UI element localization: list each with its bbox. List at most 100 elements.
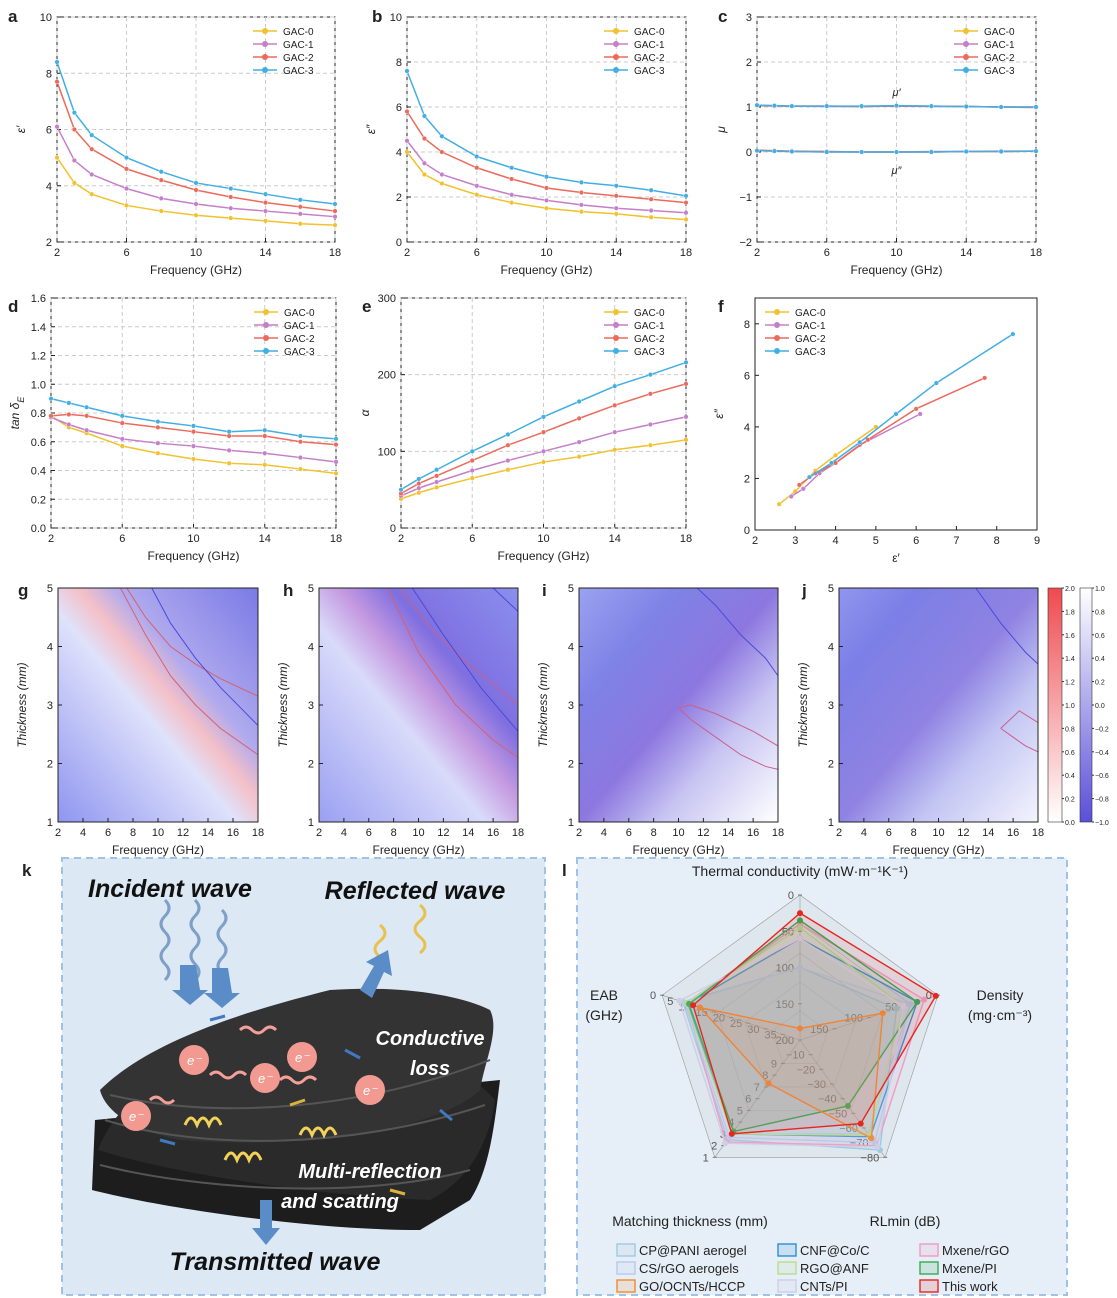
- conductive-label: loss: [410, 1058, 450, 1080]
- data-point: [576, 415, 582, 421]
- data-point: [119, 436, 125, 442]
- data-point: [1033, 148, 1039, 154]
- data-point: [505, 467, 511, 473]
- panel-label: j: [801, 581, 807, 600]
- data-point: [913, 406, 919, 412]
- data-point: [416, 476, 422, 482]
- y-tick-label: 300: [378, 293, 396, 305]
- data-point: [48, 413, 54, 419]
- y-tick-label: 2: [744, 473, 750, 485]
- series-line: [56, 81, 336, 212]
- legend-label: RGO@ANF: [800, 1261, 869, 1276]
- y-tick-label: 10: [390, 12, 402, 24]
- radar-axis-label: RLmin (dB): [870, 1213, 941, 1229]
- radar-tick-label: 2: [711, 1141, 717, 1153]
- x-tick-label: 5: [873, 535, 879, 547]
- electron-label: e⁻: [187, 1053, 202, 1068]
- data-point: [404, 108, 410, 114]
- colorbar-tick-label: 1.2: [1065, 680, 1075, 687]
- heatmap: [319, 588, 518, 822]
- colorbar-tick-label: 1.0: [1095, 586, 1105, 593]
- data-point: [509, 192, 515, 198]
- data-point: [544, 185, 550, 191]
- data-point: [829, 460, 835, 466]
- radar-point: [721, 1140, 728, 1147]
- x-tick-label: 4: [601, 827, 607, 839]
- x-tick-label: 18: [1030, 247, 1042, 259]
- data-point: [84, 404, 90, 410]
- series-line: [56, 61, 336, 205]
- x-tick-label: 12: [697, 827, 709, 839]
- data-point: [683, 414, 689, 420]
- radar-tick-label: 0: [926, 990, 932, 1002]
- data-point: [509, 176, 515, 182]
- radar-point: [690, 1002, 697, 1009]
- data-point: [404, 68, 410, 74]
- legend-swatch: [777, 1261, 797, 1275]
- electrons: e⁻ e⁻ e⁻ e⁻ e⁻: [121, 1042, 385, 1131]
- panel-label: d: [8, 297, 18, 316]
- contour: [120, 587, 259, 756]
- data-point: [263, 191, 269, 197]
- x-tick-label: 6: [886, 827, 892, 839]
- data-point: [469, 448, 475, 454]
- panel-label: b: [372, 7, 382, 26]
- data-point: [683, 216, 689, 222]
- contour: [151, 587, 259, 726]
- colorbar-tick-label: 0.4: [1065, 773, 1075, 780]
- y-tick-label: 5: [568, 583, 574, 595]
- y-tick-label: 4: [46, 181, 52, 193]
- y-axis-label: ε′: [14, 125, 28, 133]
- arrow: [360, 950, 392, 998]
- data-point: [613, 205, 619, 211]
- colorbar-tick-label: −0.6: [1095, 773, 1109, 780]
- x-tick-label: 8: [391, 827, 397, 839]
- data-point: [416, 490, 422, 496]
- data-point: [683, 210, 689, 216]
- radar-area: [685, 926, 905, 1137]
- arrow: [252, 1200, 280, 1245]
- data-point: [297, 221, 303, 227]
- heatmap: [579, 588, 778, 822]
- data-point: [578, 189, 584, 195]
- data-point: [155, 450, 161, 456]
- series-line: [56, 126, 336, 218]
- data-point: [71, 157, 77, 163]
- data-point: [416, 485, 422, 491]
- legend-marker: [263, 335, 269, 341]
- electron: [355, 1075, 385, 1105]
- data-point: [297, 439, 303, 445]
- x-tick-label: 10: [540, 247, 552, 259]
- data-point: [332, 222, 338, 228]
- radar-point: [921, 996, 928, 1003]
- data-point: [612, 402, 618, 408]
- heatmap: [58, 588, 258, 822]
- electron: [287, 1042, 317, 1072]
- radar-tick-label: 35: [765, 1029, 777, 1041]
- data-point: [469, 475, 475, 481]
- radar-tick-label: −30: [807, 1079, 826, 1091]
- incident-label: Incident wave: [88, 875, 252, 903]
- legend-label: GAC-3: [284, 347, 315, 358]
- data-point: [71, 126, 77, 132]
- x-tick-label: 16: [487, 827, 499, 839]
- x-tick-label: 10: [187, 533, 199, 545]
- electron-path: [238, 1025, 278, 1035]
- legend-label: GAC-1: [795, 321, 826, 332]
- x-tick-label: 10: [932, 827, 944, 839]
- data-point: [576, 399, 582, 405]
- x-tick-label: 8: [911, 827, 917, 839]
- data-point: [89, 146, 95, 152]
- data-point: [683, 359, 689, 365]
- y-axis-label: μ: [714, 126, 728, 134]
- y-tick-label: 0: [396, 237, 402, 249]
- data-point: [262, 450, 268, 456]
- x-tick-label: 18: [680, 247, 692, 259]
- y-axis-label: tan δE: [8, 396, 26, 430]
- y-tick-label: 3: [568, 700, 574, 712]
- y-tick-label: 4: [47, 642, 53, 654]
- legend-marker: [613, 67, 619, 73]
- data-point: [776, 501, 782, 507]
- data-point: [648, 196, 654, 202]
- data-point: [612, 447, 618, 453]
